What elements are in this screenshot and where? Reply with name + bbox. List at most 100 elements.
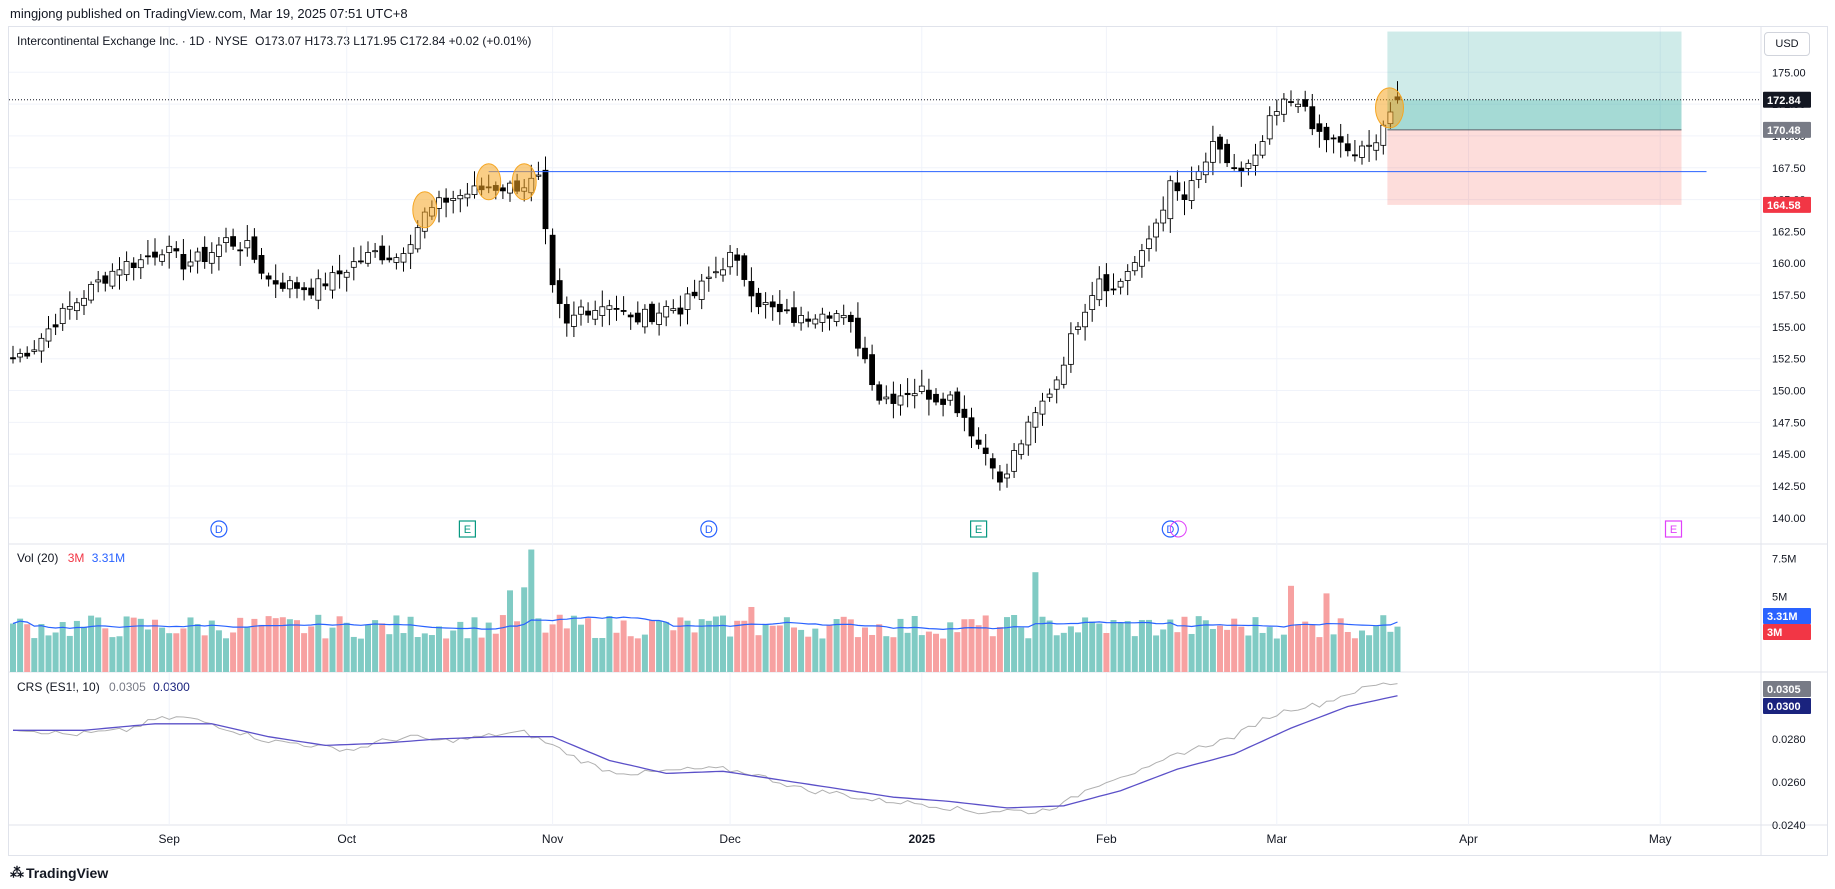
volume-legend: Vol (20) 3M 3.31M (17, 551, 125, 565)
candle-body (329, 272, 336, 291)
candle-body (10, 357, 16, 360)
volume-bar (173, 633, 180, 672)
candle-body (634, 312, 641, 323)
candle-body (1337, 136, 1344, 143)
candle-body (705, 276, 712, 279)
candle-body (230, 236, 237, 247)
volume-bar (890, 637, 897, 672)
volume-bar (805, 636, 812, 672)
volume-bar (613, 632, 620, 672)
candle-body (791, 307, 797, 323)
candle-body (940, 398, 946, 405)
candle-body (386, 257, 393, 261)
volume-bar (1387, 631, 1394, 672)
volume-bar (769, 625, 776, 672)
candle-body (691, 291, 698, 297)
volume-bar (258, 624, 265, 672)
candle-body (1323, 126, 1330, 141)
volume-bar (599, 638, 606, 672)
candle-body (1288, 101, 1294, 103)
volume-bar (450, 630, 457, 672)
symbol-line[interactable]: Intercontinental Exchange Inc. · 1D · NY… (17, 34, 248, 48)
volume-bar (819, 638, 826, 672)
volume-bar (542, 632, 549, 672)
volume-bar (1316, 637, 1323, 672)
volume-bar (812, 628, 819, 672)
volume-bar (1231, 618, 1238, 672)
candle-body (1117, 280, 1124, 288)
candle-body (379, 245, 386, 261)
volume-bar (159, 627, 166, 672)
tradingview-footer[interactable]: ⁂ TradingView (10, 864, 108, 881)
candle-body (308, 287, 315, 296)
candle-body (74, 302, 80, 312)
volume-bar (1288, 585, 1294, 672)
volume-ma-value: 3.31M (91, 551, 126, 565)
volume-bar (1110, 620, 1117, 672)
price-tick-label: 155.00 (1772, 322, 1806, 334)
volume-bar (1238, 626, 1245, 672)
candle-body (855, 317, 861, 349)
crs-badge: 0.0305 (1767, 684, 1801, 696)
candle-body (123, 261, 130, 276)
candle-body (1195, 170, 1202, 180)
volume-bar (840, 616, 847, 672)
volume-bar (911, 615, 918, 672)
volume-bar (1138, 620, 1145, 672)
candle-body (59, 307, 66, 324)
volume-bar (862, 627, 868, 672)
volume-bar (144, 629, 151, 672)
candle-body (826, 315, 833, 319)
currency-button[interactable]: USD (1764, 32, 1810, 56)
candle-body (301, 287, 308, 291)
volume-bar (88, 615, 95, 672)
earnings-event-icon (458, 520, 476, 538)
candle-body (1344, 143, 1351, 152)
crs-legend: CRS (ES1!, 10) 0.0305 0.0300 (17, 680, 190, 694)
volume-bar (272, 618, 279, 672)
volume-bar (81, 626, 87, 672)
volume-bar (308, 626, 315, 672)
volume-bar (982, 615, 989, 672)
volume-bar (741, 620, 748, 672)
time-tick-label: May (1649, 832, 1672, 846)
volume-bar (180, 628, 187, 672)
price-tick-label: 160.00 (1772, 258, 1806, 270)
candle-body (116, 269, 123, 276)
volume-bar (1117, 622, 1124, 672)
volume-label[interactable]: Vol (20) (17, 551, 59, 565)
candle-body (1380, 124, 1387, 146)
volume-bar (357, 638, 364, 672)
candle-body (180, 254, 187, 270)
highlight-marker (476, 163, 502, 201)
volume-badge: 3M (1767, 627, 1782, 639)
volume-bar (102, 628, 109, 672)
candle-body (1032, 412, 1039, 428)
volume-bar (1067, 626, 1074, 672)
volume-bar (1252, 617, 1259, 672)
candle-body (407, 244, 414, 254)
candle-body (258, 255, 265, 274)
candle-body (606, 305, 613, 310)
volume-bar (556, 614, 563, 672)
volume-bar (1167, 619, 1174, 672)
volume-bar (279, 617, 286, 672)
candle-body (883, 396, 890, 400)
price-badges: 172.84 170.48 164.58 3.31M 3M 0.0305 0.0300 (1763, 91, 1811, 714)
volume-bar (698, 619, 705, 672)
volume-bar (1096, 623, 1103, 672)
candle-body (911, 393, 918, 397)
candle-body (372, 250, 379, 253)
last-price-badge: 172.84 (1767, 95, 1802, 107)
candle-body (741, 255, 748, 280)
candle-body (556, 280, 563, 304)
candle-body (876, 384, 883, 401)
candle-body (208, 252, 215, 264)
volume-bar (918, 635, 925, 672)
candle-body (805, 318, 812, 322)
candle-body (365, 252, 371, 264)
price-tick-label: 167.50 (1772, 163, 1806, 175)
crs-label[interactable]: CRS (ES1!, 10) (17, 680, 100, 694)
